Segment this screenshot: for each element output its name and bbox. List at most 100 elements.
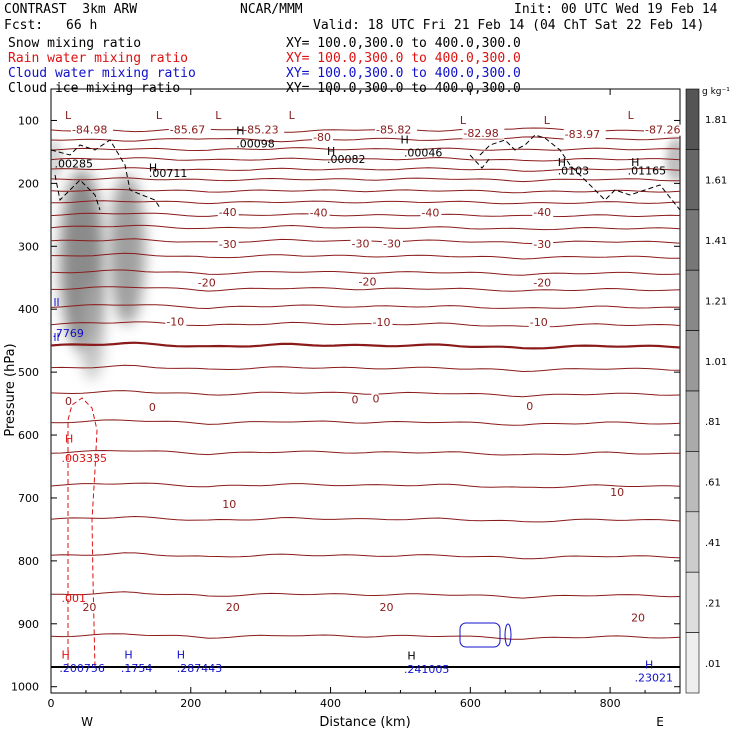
label-backdrop xyxy=(374,124,417,136)
label-backdrop xyxy=(644,124,687,136)
y-axis-label: Pressure (hPa) xyxy=(3,343,18,436)
min-marker-L: L xyxy=(460,114,467,127)
max-marker-H: H xyxy=(61,648,69,661)
max-value-label: .01165 xyxy=(628,165,667,178)
header-title: CONTRAST 3km ARW xyxy=(4,2,138,17)
max-marker-H: H xyxy=(645,658,653,671)
isotherm-label: 20 xyxy=(82,601,96,614)
isotherm-label: -40 xyxy=(219,206,237,219)
max-marker-H: H xyxy=(558,156,566,169)
isotherm--65 xyxy=(51,156,680,162)
x-tick-label: 0 xyxy=(48,697,55,710)
isotherm-label: -20 xyxy=(198,277,216,290)
isotherm-label: -30 xyxy=(352,238,370,251)
label-backdrop xyxy=(242,124,285,136)
x-right-end-label: E xyxy=(656,715,664,729)
isotherm-40 xyxy=(51,591,680,599)
snow-plume-mid xyxy=(109,175,145,325)
label-backdrop xyxy=(532,239,554,251)
max-value-label: .00098 xyxy=(236,138,275,151)
colorbar-swatch xyxy=(685,511,700,573)
colorbar: 1.81 1.61 1.41 1.21 1.01 .81 .61 .41 .21 .01 xyxy=(685,88,727,694)
rain-contour xyxy=(67,397,98,669)
max-value-label: .003335 xyxy=(61,452,107,465)
y-tick-label: 300 xyxy=(18,240,39,253)
isotherm-label: -82.98 xyxy=(463,127,498,140)
header-center: NCAR/MMM xyxy=(240,2,303,17)
field-label-rain: Rain water mixing ratio xyxy=(8,51,189,66)
isotherm-label: -40 xyxy=(310,207,328,220)
label-backdrop xyxy=(350,238,372,250)
max-value-label: .7769 xyxy=(52,327,84,340)
max-marker-H: H xyxy=(327,145,335,158)
isotherm--70 xyxy=(51,147,680,152)
colorbar-swatch xyxy=(685,330,700,392)
label-backdrop xyxy=(525,400,533,412)
min-marker-L: L xyxy=(628,109,635,122)
max-marker-H: H xyxy=(149,161,157,174)
label-backdrop xyxy=(70,124,113,136)
colorbar-swatch xyxy=(685,149,700,211)
max-marker-H: H xyxy=(407,650,415,663)
isotherm-label: -80 xyxy=(313,131,331,144)
cloud-water-marker-left xyxy=(54,298,59,341)
label-backdrop xyxy=(196,277,218,289)
max-value-label: .001 xyxy=(61,592,86,605)
colorbar-label: .21 xyxy=(705,598,721,609)
x-tick-label: 800 xyxy=(600,697,621,710)
cloud-ice-outline-left xyxy=(51,139,161,209)
isotherm-label: -40 xyxy=(533,206,551,219)
isotherm--25 xyxy=(51,252,680,260)
isotherm-label: 20 xyxy=(631,611,645,624)
isotherm-label: -87.26 xyxy=(645,124,680,137)
min-marker-L: L xyxy=(65,109,72,122)
cloud-water-box xyxy=(459,622,501,648)
isotherm--50 xyxy=(51,188,680,194)
colorbar-label: 1.21 xyxy=(705,296,727,307)
isotherm-label: -30 xyxy=(219,238,237,251)
label-backdrop xyxy=(528,317,550,329)
colorbar-label: 1.61 xyxy=(705,176,727,187)
max-value-label: .1754 xyxy=(121,662,153,675)
max-value-label: .241005 xyxy=(404,663,450,676)
isotherm--60 xyxy=(51,167,680,172)
label-backdrop xyxy=(462,127,505,139)
isotherm--15 xyxy=(51,286,680,292)
label-backdrop xyxy=(217,239,239,251)
label-backdrop xyxy=(357,276,379,288)
isotherm-label: -85.82 xyxy=(376,124,411,137)
cloud-water-contour xyxy=(54,298,512,648)
isotherm-label: -85.23 xyxy=(243,124,278,137)
isotherm-label: -20 xyxy=(533,277,551,290)
colorbar-swatch xyxy=(685,209,700,271)
colorbar-swatch xyxy=(685,632,700,694)
colorbar-label: .41 xyxy=(705,538,721,549)
label-backdrop xyxy=(81,602,96,614)
colorbar-label: 1.81 xyxy=(705,115,727,126)
y-tick-label: 100 xyxy=(18,114,39,127)
y-tick-label: 1000 xyxy=(11,681,39,694)
y-tick-label: 800 xyxy=(18,555,39,568)
y-tick-label: 400 xyxy=(18,303,39,316)
max-marker-H: H xyxy=(65,433,73,446)
label-backdrop xyxy=(532,207,554,219)
header-fcst-label: Fcst: xyxy=(4,18,44,33)
label-backdrop xyxy=(371,317,393,329)
isotherm-label: -20 xyxy=(359,275,377,288)
header-fcst-value: 66 h xyxy=(66,18,98,33)
label-backdrop xyxy=(221,499,236,511)
label-backdrop xyxy=(609,487,624,499)
colorbar-swatch xyxy=(685,269,700,331)
label-backdrop xyxy=(308,207,330,219)
max-value-label: .00711 xyxy=(149,167,188,180)
isotherm-45 xyxy=(51,633,680,640)
isotherm--35 xyxy=(51,224,680,231)
field-xy-rain: XY= 100.0,300.0 to 400.0,300.0 xyxy=(286,51,521,66)
label-backdrop xyxy=(630,612,645,624)
max-value-label: .200756 xyxy=(59,662,105,675)
max-marker-H: H xyxy=(236,124,244,137)
colorbar-label: 1.41 xyxy=(705,236,727,247)
isotherm-label: 20 xyxy=(226,601,240,614)
max-value-label: .00082 xyxy=(327,153,366,166)
